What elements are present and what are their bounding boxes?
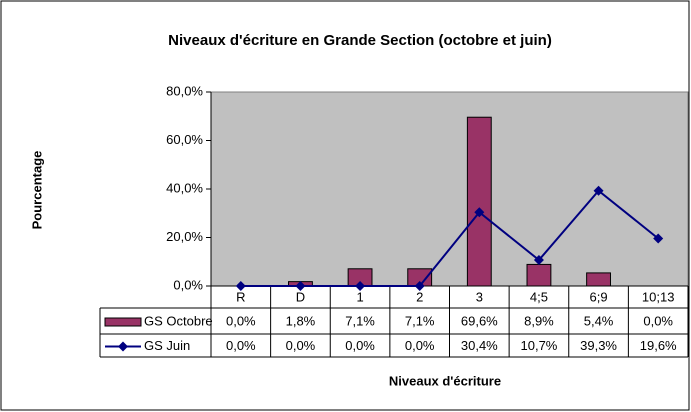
- line: [240, 189, 659, 287]
- legend-swatch: [104, 317, 142, 327]
- table-value: 19,6%: [640, 338, 677, 353]
- marker: [414, 281, 425, 291]
- chart-title: Niveaux d'écriture en Grande Section (oc…: [168, 32, 552, 49]
- table-value: 30,4%: [461, 338, 498, 353]
- x-tick-label: 3: [476, 289, 483, 304]
- x-tick-label: 2: [416, 289, 423, 304]
- x-tick-label: 6;9: [590, 289, 608, 304]
- marker: [235, 281, 246, 291]
- bar: [586, 272, 611, 287]
- marker: [653, 233, 664, 244]
- table-value: 69,6%: [461, 313, 498, 328]
- x-tick-label: 10;13: [642, 289, 675, 304]
- y-tick-label: 80,0%: [166, 83, 203, 98]
- bar: [466, 116, 492, 287]
- table-value: 0,0%: [405, 338, 435, 353]
- table-value: 0,0%: [345, 338, 375, 353]
- x-tick-label: 4;5: [530, 289, 548, 304]
- bar: [526, 263, 552, 287]
- table-value: 1,8%: [286, 313, 316, 328]
- table-value: 39,3%: [580, 338, 617, 353]
- plot-area: [210, 91, 689, 287]
- table-value: 7,1%: [345, 313, 375, 328]
- y-tick-label: 0,0%: [173, 277, 203, 292]
- y-tick-label: 20,0%: [166, 229, 203, 244]
- table-value: 0,0%: [286, 338, 316, 353]
- marker: [295, 281, 306, 291]
- table-value: 0,0%: [643, 313, 673, 328]
- y-axis-label: Pourcentage: [29, 151, 44, 230]
- table-value: 0,0%: [226, 338, 256, 353]
- table-value: 7,1%: [405, 313, 435, 328]
- marker: [474, 207, 485, 218]
- x-tick-label: 1: [356, 289, 363, 304]
- legend-swatch: [118, 341, 128, 352]
- legend-label: GS Juin: [144, 338, 190, 353]
- y-tick-label: 40,0%: [166, 180, 203, 195]
- marker: [355, 281, 366, 291]
- table-value: 8,9%: [524, 313, 554, 328]
- x-tick-label: R: [236, 289, 245, 304]
- x-axis-label: Niveaux d'écriture: [389, 373, 501, 388]
- table-value: 10,7%: [521, 338, 558, 353]
- table-value: 5,4%: [584, 313, 614, 328]
- legend-label: GS Octobre: [144, 313, 213, 328]
- marker: [593, 185, 604, 196]
- x-tick-label: D: [296, 289, 305, 304]
- marker: [533, 255, 544, 266]
- table-value: 0,0%: [226, 313, 256, 328]
- y-tick-label: 60,0%: [166, 132, 203, 147]
